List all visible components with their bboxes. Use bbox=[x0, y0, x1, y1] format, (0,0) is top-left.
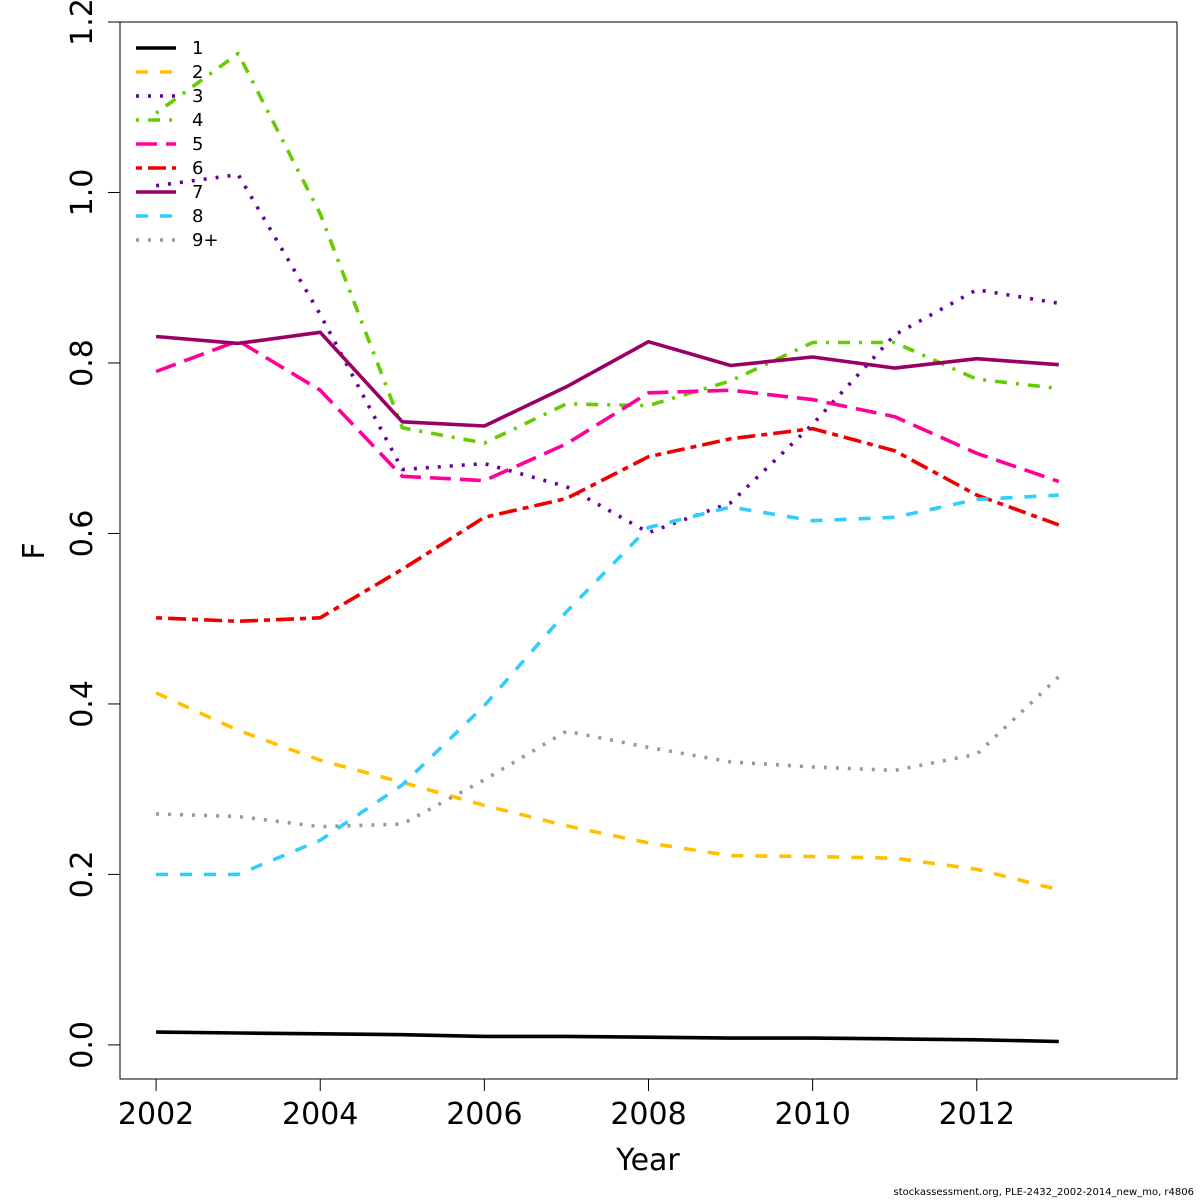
legend-label: 5 bbox=[192, 134, 203, 155]
series-line-8 bbox=[156, 493, 1059, 877]
y-tick-label: 0.2 bbox=[65, 851, 100, 899]
y-tick-label: 0.6 bbox=[65, 510, 100, 558]
legend-label: 9+ bbox=[192, 230, 219, 251]
series-line-4 bbox=[155, 51, 1060, 445]
x-tick-label: 2010 bbox=[774, 1097, 850, 1132]
legend-label: 6 bbox=[192, 158, 203, 179]
legend-label: 4 bbox=[192, 110, 203, 131]
series-line-5 bbox=[155, 338, 1060, 484]
series-line-7 bbox=[155, 330, 1059, 428]
x-tick-label: 2012 bbox=[939, 1097, 1015, 1132]
footer-text: stockassessment.org, PLE-2432_2002-2014_… bbox=[893, 1187, 1194, 1198]
x-tick-label: 2002 bbox=[118, 1097, 194, 1132]
series-line-9plus bbox=[156, 675, 1061, 829]
plot-frame bbox=[119, 21, 1178, 1080]
y-tick-label: 1.2 bbox=[65, 0, 100, 46]
legend: 1 2 3 4 5 6 7 8 9+ bbox=[136, 38, 219, 251]
series-line-2 bbox=[155, 691, 1060, 892]
legend-label: 1 bbox=[192, 38, 203, 59]
x-tick-label: 2008 bbox=[610, 1097, 686, 1132]
legend-label: 2 bbox=[192, 62, 203, 83]
x-axis-label: Year bbox=[615, 1143, 680, 1178]
y-tick-label: 1.0 bbox=[65, 169, 100, 217]
y-axis: 0.0 0.2 0.4 0.6 0.8 1.0 1.2 bbox=[65, 0, 121, 1069]
x-tick-label: 2004 bbox=[282, 1097, 358, 1132]
series-lines bbox=[155, 51, 1061, 1044]
legend-label: 7 bbox=[192, 182, 203, 203]
series-line-6 bbox=[156, 426, 1060, 624]
legend-label: 3 bbox=[192, 86, 203, 107]
x-axis: 2002 2004 2006 2008 2010 2012 bbox=[118, 1078, 1015, 1132]
y-tick-label: 0.4 bbox=[65, 680, 100, 728]
x-tick-label: 2006 bbox=[446, 1097, 522, 1132]
series-line-3 bbox=[155, 172, 1060, 535]
y-axis-label: F bbox=[17, 542, 52, 559]
legend-label: 8 bbox=[192, 206, 203, 227]
y-tick-label: 0.8 bbox=[65, 339, 100, 387]
series-line-1 bbox=[156, 1030, 1059, 1044]
y-tick-label: 0.0 bbox=[65, 1021, 100, 1069]
